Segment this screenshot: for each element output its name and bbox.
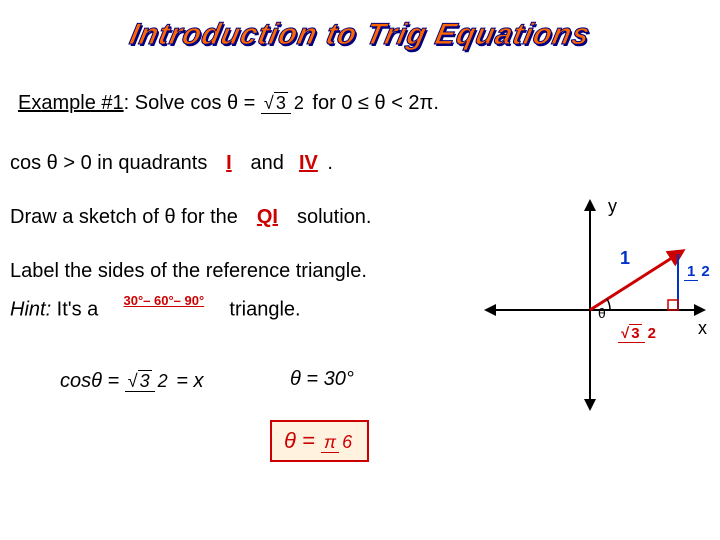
y-axis-label: y <box>608 196 617 217</box>
example-line: Example #1: Solve cos θ = 32 for 0 ≤ θ <… <box>18 92 439 115</box>
coseq-a: cosθ = <box>60 370 125 392</box>
example-label: Example #1 <box>18 92 124 114</box>
quad-text-c: . <box>327 152 333 174</box>
label-sides-line: Label the sides of the reference triangl… <box>10 260 367 283</box>
x-axis-label: x <box>698 318 707 339</box>
reference-triangle-diagram: y x 1 12 32 θ <box>480 190 710 420</box>
fill-quadrant-1: I <box>213 152 245 175</box>
fill-quadrant-4: IV <box>289 152 327 175</box>
sketch-line: Draw a sketch of θ for the QI solution. <box>10 206 372 229</box>
boxed-frac: π6 <box>321 432 355 453</box>
cos-equation: cosθ = 32 = x <box>60 370 203 393</box>
theta-30: θ = 30° <box>290 368 354 391</box>
page-title: Introduction to Trig Equations <box>127 18 594 52</box>
solve-text-a: : Solve cos θ = <box>124 92 261 114</box>
hint-text-b: triangle. <box>224 299 301 321</box>
sketch-text-a: Draw a sketch of θ for the <box>10 206 243 228</box>
frac-sqrt3-over-2: 32 <box>261 93 307 114</box>
diagram-svg <box>480 190 710 420</box>
coseq-frac: 32 <box>125 371 171 392</box>
fill-306090: 30°– 60°– 90° <box>104 293 224 308</box>
adjacent-label: 32 <box>618 322 659 343</box>
theta-arc-label: θ <box>598 305 606 321</box>
solve-text-b: for 0 ≤ θ < 2π. <box>307 92 439 114</box>
fill-qi: QI <box>243 206 291 229</box>
quad-text-b: and <box>245 152 289 174</box>
boxed-answer: θ = π6 <box>270 420 369 462</box>
quadrants-line: cos θ > 0 in quadrants I and IV. <box>10 152 333 175</box>
boxed-a: θ = <box>284 428 321 453</box>
quad-text-a: cos θ > 0 in quadrants <box>10 152 213 174</box>
sketch-text-b: solution. <box>291 206 371 228</box>
opposite-label: 12 <box>684 260 713 281</box>
hypotenuse-label: 1 <box>620 248 630 269</box>
hint-label: Hint: <box>10 299 51 321</box>
hint-line: Hint: It's a 30°– 60°– 90° triangle. <box>10 296 301 322</box>
hint-text-a: It's a <box>51 299 104 321</box>
coseq-b: = x <box>171 370 204 392</box>
